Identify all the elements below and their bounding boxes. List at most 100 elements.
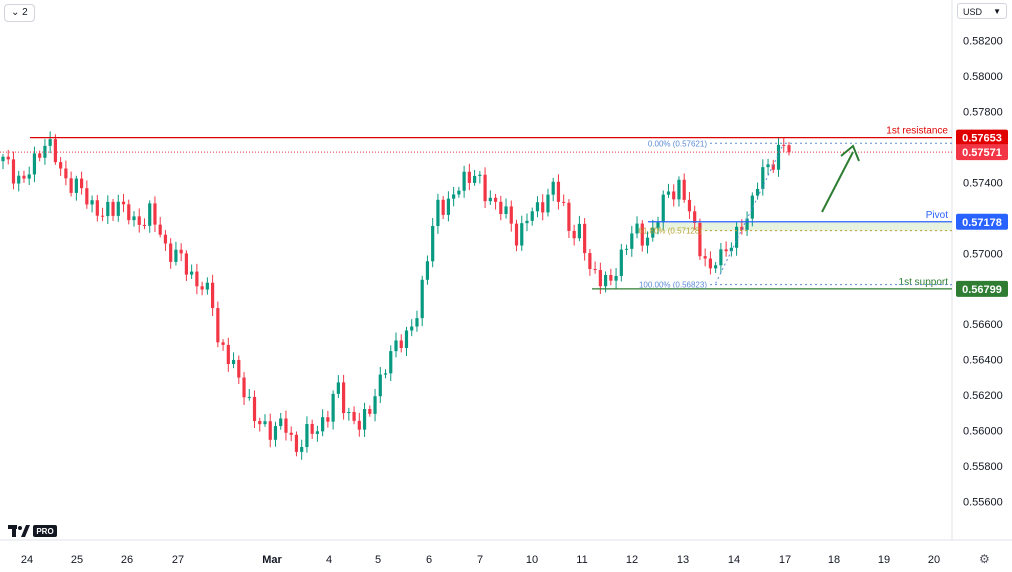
candle-body xyxy=(357,420,361,430)
candle-body xyxy=(656,222,660,228)
x-tick-label: 20 xyxy=(928,554,940,566)
x-tick-label: 12 xyxy=(626,554,638,566)
candle-body xyxy=(661,194,665,223)
chevron-down-icon: ⌄ xyxy=(11,7,20,18)
candle-body xyxy=(483,174,487,202)
candle-body xyxy=(32,153,37,175)
candle-body xyxy=(530,211,534,221)
candle-body xyxy=(352,412,356,421)
candle-body xyxy=(362,409,367,430)
x-tick-label: 19 xyxy=(878,554,890,566)
candle-body xyxy=(436,199,440,226)
candle-body xyxy=(787,145,791,153)
candle-body xyxy=(609,275,613,281)
candle-body xyxy=(708,258,712,269)
level-price-label: 0.57178 xyxy=(962,217,1002,229)
candle-body xyxy=(546,194,550,213)
candle-body xyxy=(525,220,529,224)
candle-body xyxy=(462,171,466,191)
candle-body xyxy=(766,164,770,168)
arrow-head-icon xyxy=(840,144,860,162)
fib-level-label: 0.00% (0.57621) xyxy=(648,139,707,148)
candle-body xyxy=(1,156,5,162)
candle-body xyxy=(310,423,314,434)
candle-body xyxy=(216,308,220,343)
candle-body xyxy=(268,421,272,440)
svg-text:PRO: PRO xyxy=(36,527,53,536)
candle-body xyxy=(153,203,157,225)
candle-body xyxy=(106,201,110,217)
candle-body xyxy=(378,374,382,397)
interval-chip[interactable]: ⌄ 2 xyxy=(4,4,35,22)
x-tick-label: 26 xyxy=(121,554,133,566)
x-tick-label: 17 xyxy=(779,554,791,566)
fib-level-label: 100.00% (0.56823) xyxy=(639,281,707,290)
candle-body xyxy=(520,223,524,246)
candle-body xyxy=(556,181,561,202)
candle-body xyxy=(17,175,21,184)
level-price-tag xyxy=(956,129,1008,146)
candle-body xyxy=(237,359,241,378)
candle-body xyxy=(499,201,503,215)
candle-body xyxy=(90,200,94,205)
candle-body xyxy=(116,201,120,216)
candle-body xyxy=(226,344,230,364)
candle-body xyxy=(577,223,581,239)
candle-body xyxy=(64,168,68,179)
candle-body xyxy=(635,223,639,234)
candle-body xyxy=(252,396,257,421)
candle-body xyxy=(289,432,293,435)
x-tick-label: 25 xyxy=(71,554,83,566)
candle-body xyxy=(347,412,351,414)
y-tick-label: 0.55800 xyxy=(963,461,1003,473)
y-tick-label: 0.57000 xyxy=(963,248,1003,260)
candle-body xyxy=(43,145,47,158)
last-price-label: 0.57571 xyxy=(962,147,1002,159)
x-tick-label: 13 xyxy=(677,554,689,566)
candle-body xyxy=(305,423,309,448)
candle-body xyxy=(703,256,707,259)
candle-body xyxy=(551,181,555,195)
gear-icon[interactable]: ⚙ xyxy=(979,552,990,566)
y-tick-label: 0.55600 xyxy=(963,496,1003,508)
candle-body xyxy=(761,167,765,189)
candle-body xyxy=(59,162,63,169)
candle-body xyxy=(425,261,430,280)
candle-body xyxy=(38,153,42,158)
candle-body xyxy=(294,434,299,452)
interval-chip-value: 2 xyxy=(22,7,28,18)
x-tick-label: 4 xyxy=(326,554,332,566)
level-name-0: 1st resistance xyxy=(886,126,948,137)
candle-body xyxy=(174,249,178,262)
candle-body xyxy=(782,144,786,146)
candle-body xyxy=(331,393,335,422)
currency-selector[interactable]: USD ▼ xyxy=(957,3,1007,19)
candle-body xyxy=(535,202,540,212)
candle-body xyxy=(567,202,571,231)
candle-body xyxy=(509,206,513,224)
candle-body xyxy=(562,201,566,203)
candle-body xyxy=(142,224,147,226)
candle-body xyxy=(724,249,728,252)
candle-body xyxy=(111,201,115,216)
candle-body xyxy=(514,223,519,246)
candle-body xyxy=(410,326,414,331)
level-name-2: 1st support xyxy=(899,277,949,288)
candle-body xyxy=(452,194,456,199)
candle-body xyxy=(735,226,739,248)
candle-body xyxy=(651,227,655,238)
candle-body xyxy=(127,204,131,221)
candle-body xyxy=(53,139,57,163)
x-tick-label: 11 xyxy=(576,554,587,566)
candle-body xyxy=(184,253,188,275)
candle-body xyxy=(583,223,587,254)
candle-body xyxy=(195,271,199,287)
x-tick-label: 14 xyxy=(728,554,740,566)
candle-body xyxy=(420,279,424,319)
fib-level-label: 61.80% (0.57128) xyxy=(638,227,702,236)
candle-body xyxy=(279,418,283,427)
candle-body xyxy=(504,206,508,215)
candle-body xyxy=(478,174,482,176)
candle-body xyxy=(22,175,26,179)
